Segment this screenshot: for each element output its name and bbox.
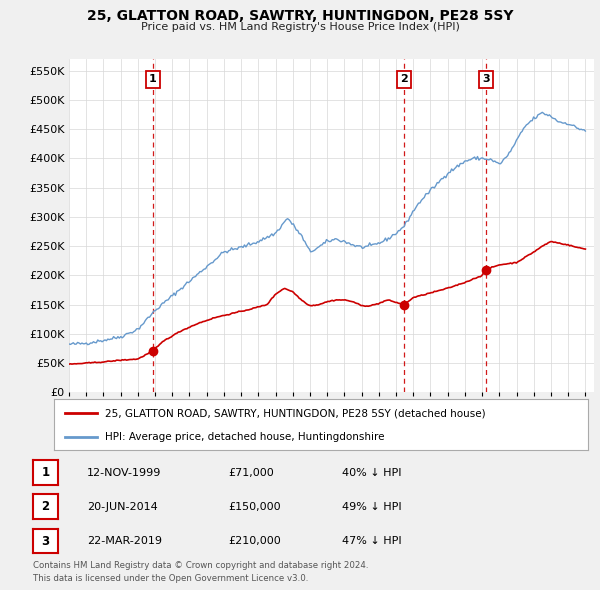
Text: 22-MAR-2019: 22-MAR-2019	[87, 536, 162, 546]
Text: 40% ↓ HPI: 40% ↓ HPI	[342, 468, 401, 477]
Text: Price paid vs. HM Land Registry's House Price Index (HPI): Price paid vs. HM Land Registry's House …	[140, 22, 460, 32]
Text: 12-NOV-1999: 12-NOV-1999	[87, 468, 161, 477]
Text: This data is licensed under the Open Government Licence v3.0.: This data is licensed under the Open Gov…	[33, 574, 308, 583]
Text: 3: 3	[41, 535, 49, 548]
Text: 2: 2	[400, 74, 408, 84]
Text: Contains HM Land Registry data © Crown copyright and database right 2024.: Contains HM Land Registry data © Crown c…	[33, 561, 368, 570]
Text: 47% ↓ HPI: 47% ↓ HPI	[342, 536, 401, 546]
Text: £150,000: £150,000	[228, 502, 281, 512]
Text: 3: 3	[482, 74, 490, 84]
Text: 49% ↓ HPI: 49% ↓ HPI	[342, 502, 401, 512]
Text: £210,000: £210,000	[228, 536, 281, 546]
Text: HPI: Average price, detached house, Huntingdonshire: HPI: Average price, detached house, Hunt…	[105, 432, 384, 442]
Text: 25, GLATTON ROAD, SAWTRY, HUNTINGDON, PE28 5SY (detached house): 25, GLATTON ROAD, SAWTRY, HUNTINGDON, PE…	[105, 408, 485, 418]
Text: 1: 1	[41, 466, 49, 479]
Text: £71,000: £71,000	[228, 468, 274, 477]
Text: 25, GLATTON ROAD, SAWTRY, HUNTINGDON, PE28 5SY: 25, GLATTON ROAD, SAWTRY, HUNTINGDON, PE…	[87, 9, 513, 23]
Text: 20-JUN-2014: 20-JUN-2014	[87, 502, 158, 512]
Text: 2: 2	[41, 500, 49, 513]
Text: 1: 1	[149, 74, 157, 84]
